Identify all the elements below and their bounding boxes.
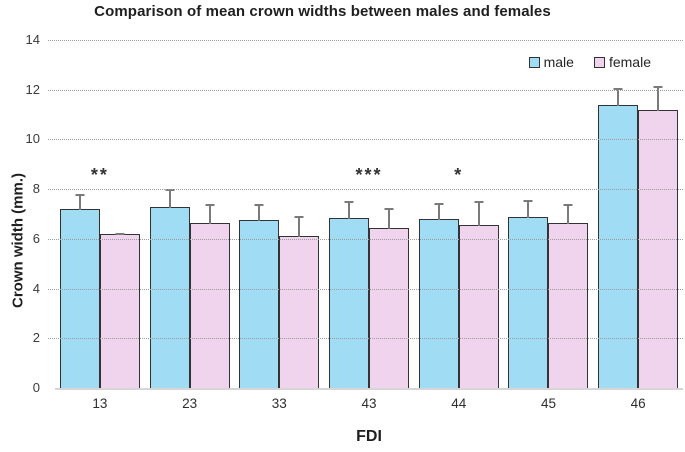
error-bar-cap-female-45 — [563, 203, 573, 206]
y-tick-label-0: 0 — [32, 380, 40, 395]
y-tick-label-8: 8 — [32, 181, 40, 197]
bar-group-44: * — [414, 40, 504, 388]
bar-male-44 — [418, 202, 459, 388]
bar-male-43 — [329, 201, 370, 388]
gridline-y4 — [48, 288, 683, 290]
bars-23 — [145, 40, 235, 388]
bar-group-13: ** — [55, 40, 145, 388]
error-bar-male-46 — [613, 88, 623, 106]
error-bar-cap-male-45 — [523, 200, 533, 203]
error-bar-cap-female-23 — [205, 203, 215, 206]
gridline-y14 — [48, 40, 683, 41]
plot-area: ** *** * male female — [48, 40, 683, 390]
legend-item-female: female — [593, 54, 651, 70]
bar-female-13 — [99, 232, 140, 388]
x-axis-title: FDI — [356, 428, 382, 445]
bar-group-46 — [593, 40, 683, 388]
y-tick-label-4: 4 — [32, 280, 40, 296]
error-bar-male-44 — [434, 202, 444, 220]
bar-male-45 — [508, 200, 549, 388]
error-bar-male-45 — [523, 200, 533, 218]
gridline-y2 — [48, 338, 683, 340]
error-bar-cap-female-43 — [384, 207, 394, 210]
y-tick-label-12: 12 — [25, 81, 40, 97]
error-bar-male-33 — [254, 203, 264, 222]
error-bar-female-13 — [115, 232, 125, 235]
legend-swatch-male-icon — [528, 56, 540, 68]
error-bar-female-43 — [384, 207, 394, 229]
bars-46 — [593, 40, 683, 388]
x-tick-label-23: 23 — [182, 396, 198, 411]
legend-label-male: male — [543, 54, 574, 70]
bar-female-33 — [279, 216, 320, 388]
error-bar-cap-male-44 — [434, 202, 444, 205]
bar-group-45 — [504, 40, 594, 388]
y-tick-label-2: 2 — [32, 330, 40, 346]
bar-male-13 — [59, 193, 100, 388]
bar-male-33 — [239, 203, 280, 388]
x-tick-label-33: 33 — [271, 396, 287, 411]
significance-marker-43: *** — [355, 164, 383, 185]
error-bar-male-13 — [75, 193, 85, 211]
significance-marker-44: * — [454, 164, 464, 185]
bars-45 — [504, 40, 594, 388]
bar-group-33 — [234, 40, 324, 388]
significance-marker-13: ** — [90, 164, 109, 185]
gridline-y10 — [48, 139, 683, 141]
error-bar-female-23 — [205, 203, 215, 224]
error-bar-cap-female-46 — [653, 85, 663, 88]
error-bar-cap-female-33 — [294, 216, 304, 219]
error-bar-cap-male-43 — [344, 201, 354, 204]
bar-male-23 — [149, 188, 190, 388]
bar-female-43 — [369, 207, 410, 388]
error-bar-cap-male-13 — [75, 193, 85, 196]
error-bar-cap-male-46 — [613, 88, 623, 91]
gridline-y6 — [48, 238, 683, 240]
x-axis-tick-labels: 13 23 33 43 44 45 46 — [55, 396, 683, 411]
error-bar-male-23 — [165, 188, 175, 208]
bar-group-43: *** — [324, 40, 414, 388]
x-tick-label-43: 43 — [361, 396, 377, 411]
gridline-y12 — [48, 89, 683, 91]
bar-female-46 — [638, 85, 679, 388]
error-bar-cap-female-13 — [115, 232, 125, 235]
legend-label-female: female — [608, 54, 651, 70]
y-tick-label-14: 14 — [25, 32, 40, 47]
bar-female-45 — [548, 203, 589, 388]
x-tick-label-44: 44 — [451, 396, 467, 411]
bars-43 — [324, 40, 414, 388]
x-tick-label-45: 45 — [540, 396, 556, 411]
y-tick-label-10: 10 — [25, 131, 40, 147]
error-bar-female-45 — [563, 203, 573, 224]
legend-item-male: male — [528, 54, 574, 70]
error-bar-female-33 — [294, 216, 304, 238]
bars-44 — [414, 40, 504, 388]
bar-groups: ** *** * — [55, 40, 683, 388]
bar-female-23 — [189, 203, 230, 388]
bars-13 — [55, 40, 145, 388]
bars-33 — [234, 40, 324, 388]
error-bar-female-44 — [474, 201, 484, 227]
error-bar-cap-female-44 — [474, 201, 484, 204]
error-bar-male-43 — [344, 201, 354, 219]
error-bar-female-46 — [653, 85, 663, 111]
bar-female-44 — [458, 201, 499, 388]
y-tick-label-6: 6 — [32, 230, 40, 246]
legend-swatch-female-icon — [593, 56, 605, 68]
bar-male-46 — [598, 88, 639, 388]
x-tick-label-46: 46 — [630, 396, 646, 411]
legend: male female — [528, 54, 651, 70]
x-tick-label-13: 13 — [92, 396, 108, 411]
chart-title: Comparison of mean crown widths between … — [94, 3, 551, 20]
gridline-y8 — [48, 189, 683, 191]
bar-group-23 — [145, 40, 235, 388]
error-bar-cap-male-33 — [254, 203, 264, 206]
